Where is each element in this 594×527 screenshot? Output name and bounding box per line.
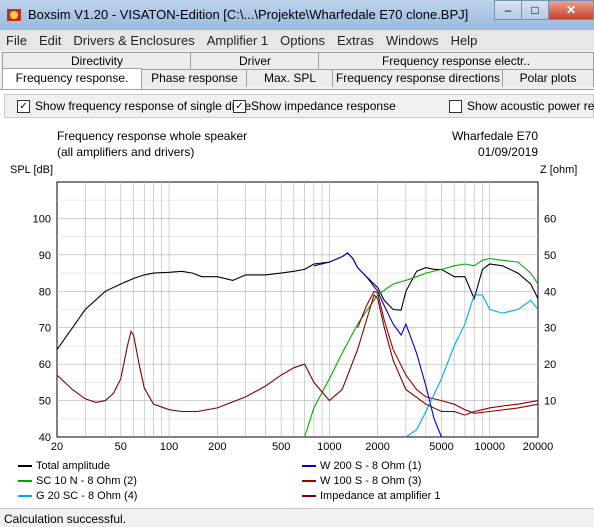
- x-tick-label: 200: [208, 441, 226, 453]
- x-tick-label: 10000: [474, 441, 505, 453]
- chart-title: Frequency response whole speaker: [57, 129, 247, 143]
- chart-date: 01/09/2019: [478, 145, 538, 159]
- menu-drivers-enclosures[interactable]: Drivers & Enclosures: [73, 32, 195, 48]
- legend-swatch: [18, 465, 32, 468]
- series-line-g-20-sc-8-ohm-4: [405, 294, 539, 438]
- app-icon: [7, 9, 21, 21]
- status-text: Calculation successful.: [4, 512, 127, 526]
- y-tick-label: 100: [33, 213, 51, 225]
- tabs-row-2: Frequency response. Phase response Max. …: [0, 68, 594, 89]
- acoustic-power-label: Show acoustic power res: [467, 99, 594, 113]
- legend-swatch: [18, 480, 32, 483]
- menu-options[interactable]: Options: [280, 32, 325, 48]
- x-tick-label: 50: [115, 441, 127, 453]
- y-tick-label: 50: [39, 396, 51, 408]
- x-tick-label: 20000: [523, 441, 554, 453]
- y-tick-label: 40: [39, 432, 51, 444]
- series-line-w-100-s-8-ohm-3: [357, 290, 539, 414]
- tab-driver[interactable]: Driver: [190, 52, 320, 70]
- y2-tick-label: 20: [544, 359, 556, 371]
- tab-frequency-response-electrical[interactable]: Frequency response electr..: [318, 52, 594, 70]
- y2-tick-label: 50: [544, 250, 556, 262]
- y-tick-label: 80: [39, 286, 51, 298]
- y-tick-label: 70: [39, 323, 51, 335]
- options-bar: ✓ Show frequency response of single driv…: [4, 94, 594, 118]
- legend-item: W 100 S - 8 Ohm (3): [302, 475, 421, 487]
- project-name: Wharfedale E70: [452, 129, 538, 143]
- y-axis-label: SPL [dB]: [10, 164, 53, 176]
- series-line-impedance-at-amplifier-1: [56, 293, 539, 416]
- x-tick-label: 20: [51, 441, 63, 453]
- x-tick-label: 2000: [365, 441, 389, 453]
- tab-phase-response[interactable]: Phase response: [141, 69, 248, 87]
- legend-swatch: [18, 495, 32, 498]
- tabs-row-1: Directivity Driver Frequency response el…: [0, 52, 594, 70]
- x-tick-label: 5000: [429, 441, 453, 453]
- menu-extras[interactable]: Extras: [336, 32, 374, 48]
- impedance-label: Show impedance response: [251, 99, 396, 113]
- close-button[interactable]: ✕: [548, 0, 594, 20]
- tab-polar-plots[interactable]: Polar plots: [502, 69, 594, 87]
- frequency-response-chart: Frequency response whole speaker (all am…: [10, 129, 577, 453]
- menu-amplifier[interactable]: Amplifier 1: [206, 32, 269, 48]
- maximize-button[interactable]: □: [521, 0, 549, 20]
- x-tick-label: 100: [160, 441, 178, 453]
- menu-help[interactable]: Help: [450, 32, 478, 48]
- acoustic-power-checkbox[interactable]: [449, 100, 462, 113]
- menu-edit[interactable]: Edit: [38, 32, 62, 48]
- status-bar: Calculation successful.: [0, 508, 594, 527]
- y2-tick-label: 10: [544, 396, 556, 408]
- single-drive-label: Show frequency response of single drive: [35, 99, 252, 113]
- single-drive-checkbox[interactable]: ✓: [17, 100, 30, 113]
- x-tick-label: 1000: [317, 441, 341, 453]
- impedance-checkbox[interactable]: ✓: [233, 100, 246, 113]
- legend-item: Total amplitude: [18, 460, 110, 472]
- minimize-button[interactable]: –: [494, 0, 522, 20]
- window-title: Boxsim V1.20 - VISATON-Edition [C:\...\P…: [28, 7, 469, 22]
- legend-swatch: [302, 495, 316, 498]
- menu-windows[interactable]: Windows: [385, 32, 439, 48]
- menu-file[interactable]: File: [6, 32, 27, 48]
- tab-frequency-response[interactable]: Frequency response.: [2, 68, 142, 89]
- series-line-sc-10-n-8-ohm-2: [304, 257, 539, 438]
- y-tick-label: 60: [39, 359, 51, 371]
- series-line-w-200-s-8-ohm-1: [313, 252, 443, 438]
- y2-axis-label: Z [ohm]: [540, 164, 577, 176]
- y2-tick-label: 60: [544, 213, 556, 225]
- legend-item: W 200 S - 8 Ohm (1): [302, 460, 421, 472]
- tab-directivity[interactable]: Directivity: [2, 52, 192, 70]
- legend-item: G 20 SC - 8 Ohm (4): [18, 490, 137, 502]
- legend-item: SC 10 N - 8 Ohm (2): [18, 475, 137, 487]
- legend-item: Impedance at amplifier 1: [302, 490, 440, 502]
- chart-panel: ✓ Show frequency response of single driv…: [0, 89, 594, 510]
- y2-tick-label: 40: [544, 286, 556, 298]
- x-tick-label: 500: [272, 441, 290, 453]
- legend-swatch: [302, 465, 316, 468]
- legend-swatch: [302, 480, 316, 483]
- title-bar: Boxsim V1.20 - VISATON-Edition [C:\...\P…: [0, 0, 594, 31]
- tab-frequency-response-directions[interactable]: Frequency response directions: [332, 69, 504, 87]
- chart-subtitle: (all amplifiers and drivers): [57, 145, 194, 159]
- y2-tick-label: 30: [544, 323, 556, 335]
- menu-bar: File Edit Drivers & Enclosures Amplifier…: [0, 30, 594, 50]
- tab-max-spl[interactable]: Max. SPL: [246, 69, 334, 87]
- y-tick-label: 90: [39, 250, 51, 262]
